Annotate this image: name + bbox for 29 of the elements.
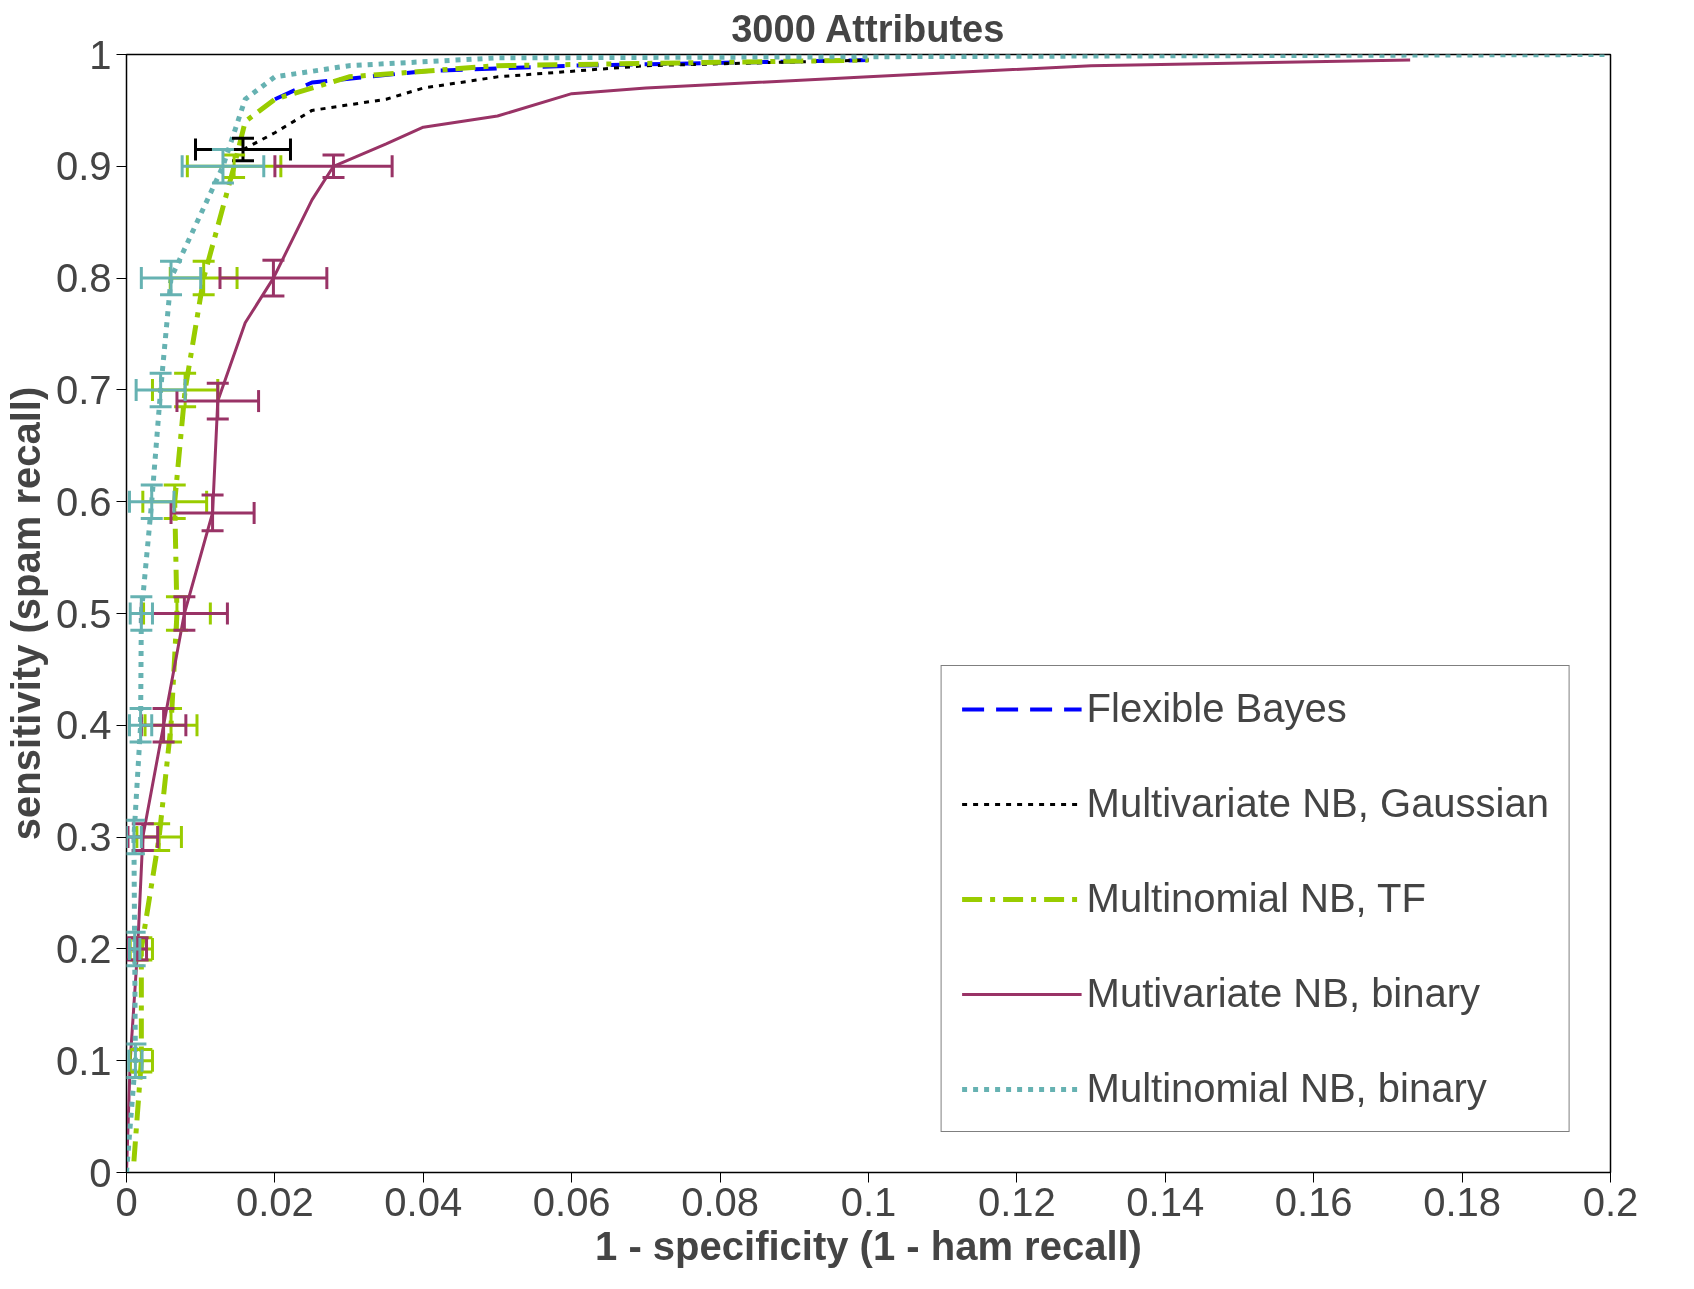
y-tick-label: 0.5 bbox=[55, 591, 112, 636]
y-tick-label: 0.9 bbox=[55, 144, 112, 189]
y-tick-label: 0.7 bbox=[55, 367, 112, 412]
legend-label: Mutivariate NB, binary bbox=[1086, 971, 1481, 1016]
y-tick-label: 0.4 bbox=[55, 703, 112, 748]
x-tick-label: 0.06 bbox=[532, 1179, 611, 1224]
y-tick-label: 0.1 bbox=[55, 1038, 112, 1083]
y-tick-label: 0.2 bbox=[55, 926, 112, 971]
legend-label: Multinomial NB, TF bbox=[1086, 876, 1426, 921]
x-axis-title: 1 - specificity (1 - ham recall) bbox=[595, 1223, 1142, 1268]
x-tick-label: 0.14 bbox=[1126, 1179, 1205, 1224]
x-tick-label: 0.02 bbox=[235, 1179, 314, 1224]
legend-label: Multinomial NB, binary bbox=[1086, 1066, 1487, 1111]
x-tick-label: 0.08 bbox=[681, 1179, 760, 1224]
legend-label: Flexible Bayes bbox=[1086, 686, 1347, 731]
y-tick-label: 0.6 bbox=[55, 479, 112, 524]
y-tick-label: 0.8 bbox=[55, 256, 112, 301]
y-tick-label: 1 bbox=[89, 32, 112, 77]
y-tick-label: 0 bbox=[89, 1150, 112, 1195]
x-tick-label: 0.12 bbox=[977, 1179, 1056, 1224]
legend-label: Multivariate NB, Gaussian bbox=[1086, 781, 1549, 826]
x-tick-label: 0.2 bbox=[1582, 1179, 1639, 1224]
x-tick-label: 0.18 bbox=[1423, 1179, 1502, 1224]
x-tick-label: 0.04 bbox=[384, 1179, 463, 1224]
y-axis-title: sensitivity (spam recall) bbox=[3, 386, 48, 841]
y-tick-label: 0.3 bbox=[55, 815, 112, 860]
x-tick-label: 0.16 bbox=[1274, 1179, 1353, 1224]
chart-title: 3000 Attributes bbox=[731, 7, 1005, 50]
x-tick-label: 0.1 bbox=[840, 1179, 897, 1224]
